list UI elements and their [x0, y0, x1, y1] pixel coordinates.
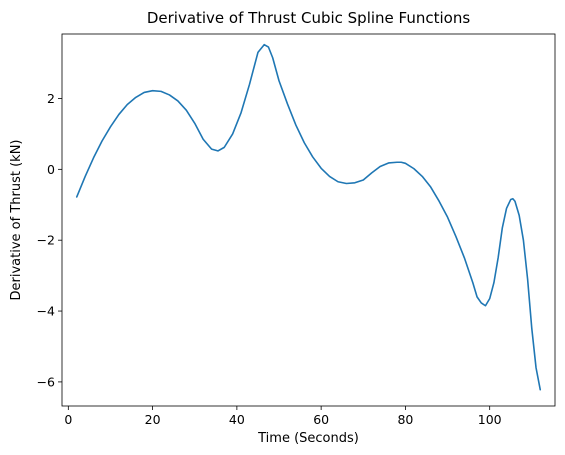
y-axis-ticks: −6 −4 −2 0 2: [37, 91, 62, 389]
x-tick-label: 0: [64, 412, 72, 427]
y-tick-label: −6: [37, 374, 55, 389]
x-axis-ticks: 0 20 40 60 80 100: [64, 406, 502, 427]
y-tick-label: 0: [47, 162, 55, 177]
series-line: [75, 43, 542, 391]
x-tick-label: 100: [478, 412, 502, 427]
chart-title: Derivative of Thrust Cubic Spline Functi…: [147, 9, 471, 27]
axes-frame: [61, 33, 556, 407]
y-tick-label: −2: [37, 233, 55, 248]
x-axis-title: Time (Seconds): [257, 431, 359, 446]
y-axis-title: Derivative of Thrust (kN): [9, 140, 24, 301]
x-tick-label: 80: [397, 412, 413, 427]
plot-layer: [75, 43, 542, 391]
y-tick-label: 2: [47, 91, 55, 106]
x-tick-label: 20: [145, 412, 161, 427]
y-tick-label: −4: [37, 304, 55, 319]
x-tick-label: 40: [229, 412, 245, 427]
x-tick-label: 60: [313, 412, 329, 427]
